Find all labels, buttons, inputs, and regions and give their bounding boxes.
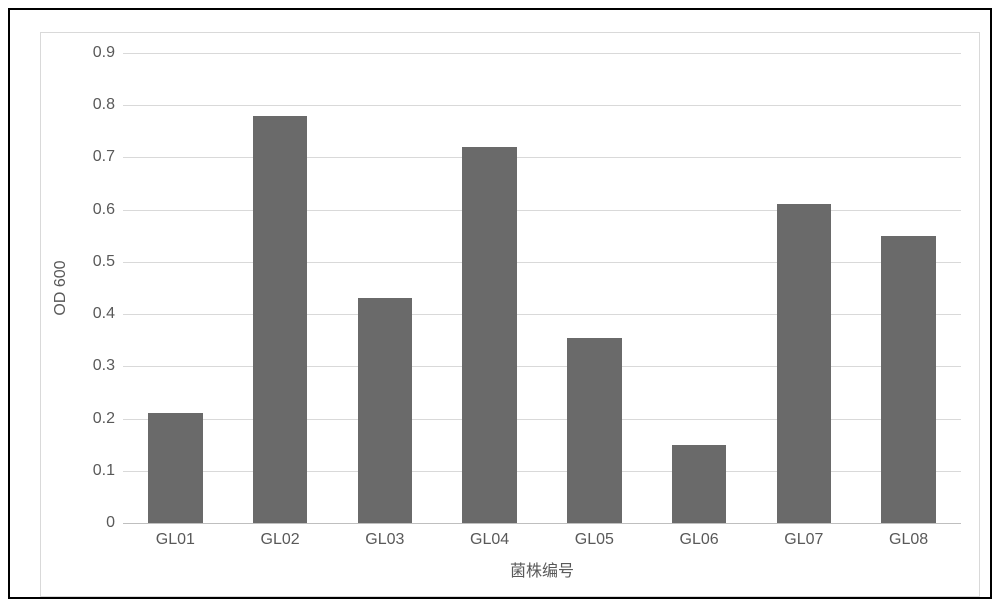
gridline [123, 53, 961, 54]
gridline [123, 157, 961, 158]
y-tick-label: 0.7 [93, 148, 115, 166]
plot-area: OD 600 菌株编号 00.10.20.30.40.50.60.70.80.9… [123, 53, 961, 523]
x-tick-label: GL07 [784, 531, 823, 549]
x-tick-label: GL03 [365, 531, 404, 549]
y-tick-label: 0.8 [93, 96, 115, 114]
gridline [123, 471, 961, 472]
x-axis-title: 菌株编号 [510, 557, 574, 581]
y-tick-label: 0.3 [93, 357, 115, 375]
x-tick-label: GL08 [889, 531, 928, 549]
bar [148, 413, 202, 523]
gridline [123, 419, 961, 420]
gridline [123, 314, 961, 315]
gridline [123, 262, 961, 263]
outer-frame: OD 600 菌株编号 0 0.1 0.2 0.3 0.4 0.5 0.6 0.7 0.8 0.9… [8, 8, 992, 599]
axis-baseline [123, 523, 961, 524]
y-tick-label: 0.4 [93, 305, 115, 323]
y-tick-label: 0 [106, 514, 115, 532]
bar [253, 116, 307, 523]
x-tick-label: GL01 [156, 531, 195, 549]
x-tick-label: GL05 [575, 531, 614, 549]
bar [777, 204, 831, 523]
bar [358, 298, 412, 523]
chart-frame: OD 600 菌株编号 0 0.1 0.2 0.3 0.4 0.5 0.6 0.7 0.8 0.9… [40, 32, 980, 597]
gridline [123, 210, 961, 211]
y-axis-title: OD 600 [52, 260, 70, 315]
x-tick-label: GL02 [261, 531, 300, 549]
y-tick-label: 0.2 [93, 410, 115, 428]
bar [567, 338, 621, 523]
gridline [123, 105, 961, 106]
y-tick-label: 0.6 [93, 201, 115, 219]
y-tick-label: 0.1 [93, 462, 115, 480]
gridline [123, 366, 961, 367]
bar [881, 236, 935, 523]
x-tick-label: GL06 [680, 531, 719, 549]
y-tick-label: 0.9 [93, 44, 115, 62]
bar [462, 147, 516, 523]
x-tick-label: GL04 [470, 531, 509, 549]
y-tick-label: 0.5 [93, 253, 115, 271]
bar [672, 445, 726, 523]
